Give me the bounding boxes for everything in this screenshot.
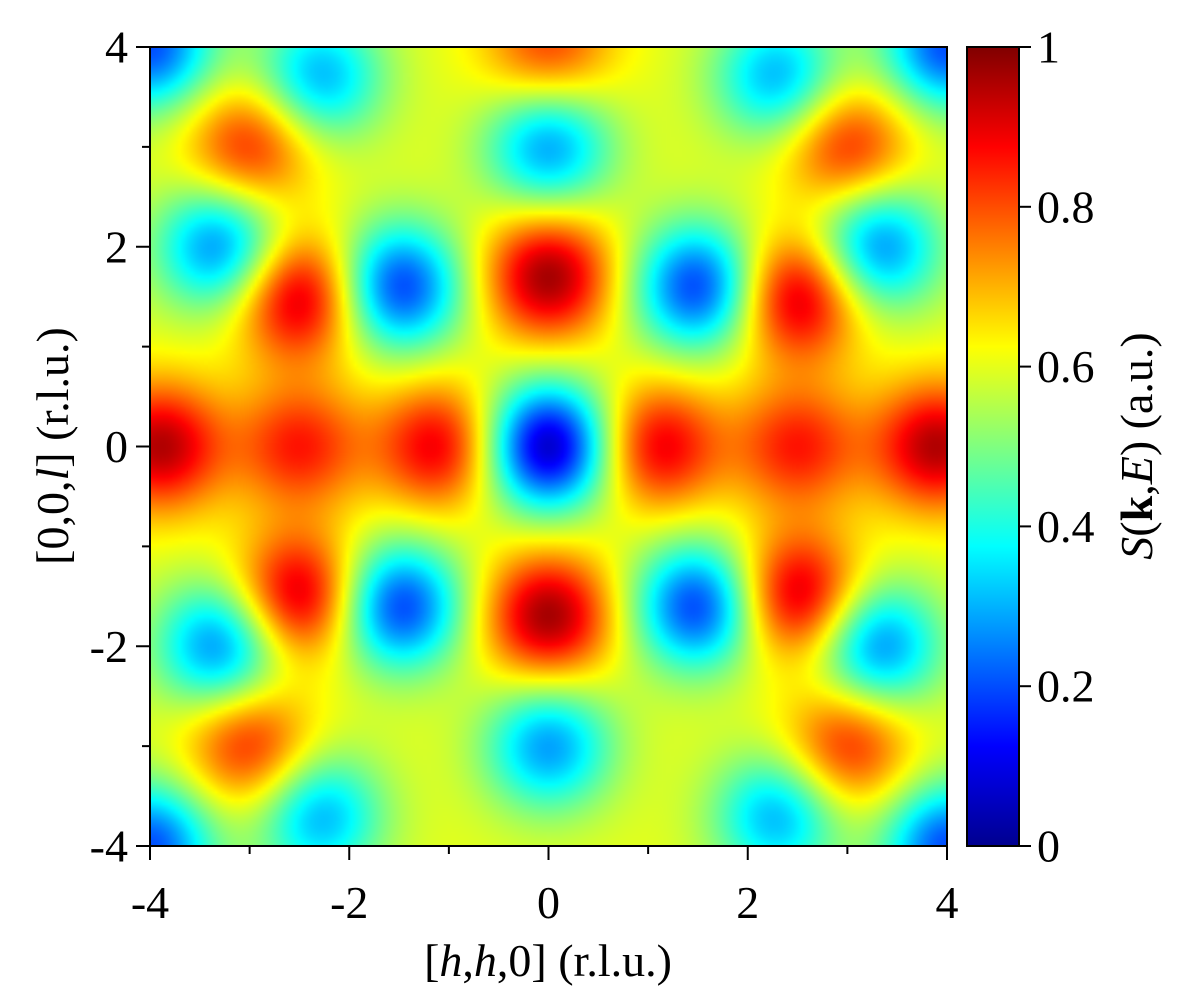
y-tick-label: -2 [90,621,128,672]
y-tick-label: 0 [105,421,128,472]
y-tick-label: 2 [105,221,128,272]
y-axis-title: [0,0,l] (r.l.u.) [27,327,78,565]
colorbar-axis: 0 0.2 0.4 0.6 0.8 1 [1019,22,1095,872]
x-tick-label: 4 [936,877,959,928]
colorbar-tick-label: 0 [1037,821,1060,872]
x-tick-label: -4 [131,877,169,928]
y-tick-label: 4 [105,22,128,73]
y-axis: -4 -2 0 2 4 [90,22,150,872]
colorbar-tick-label: 0.8 [1037,181,1095,232]
x-axis-title: [h,h,0] (r.l.u.) [424,935,672,986]
y-tick-label: -4 [90,821,128,872]
x-tick-label: -2 [330,877,368,928]
colorbar-tick-label: 0.6 [1037,341,1095,392]
colorbar-frame [966,46,1020,847]
x-tick-label: 0 [537,877,560,928]
colorbar-tick-label: 1 [1037,22,1060,73]
heatmap-image [150,47,947,846]
colorbar-tick-label: 0.2 [1037,661,1095,712]
heatmap-plot-area [150,47,947,846]
x-tick-label: 2 [736,877,759,928]
colorbar [967,47,1019,846]
x-axis: -4 -2 0 2 4 [131,846,959,928]
colorbar-tick-label: 0.4 [1037,501,1095,552]
colorbar-title: S(k,E) (a.u.) [1111,332,1162,559]
